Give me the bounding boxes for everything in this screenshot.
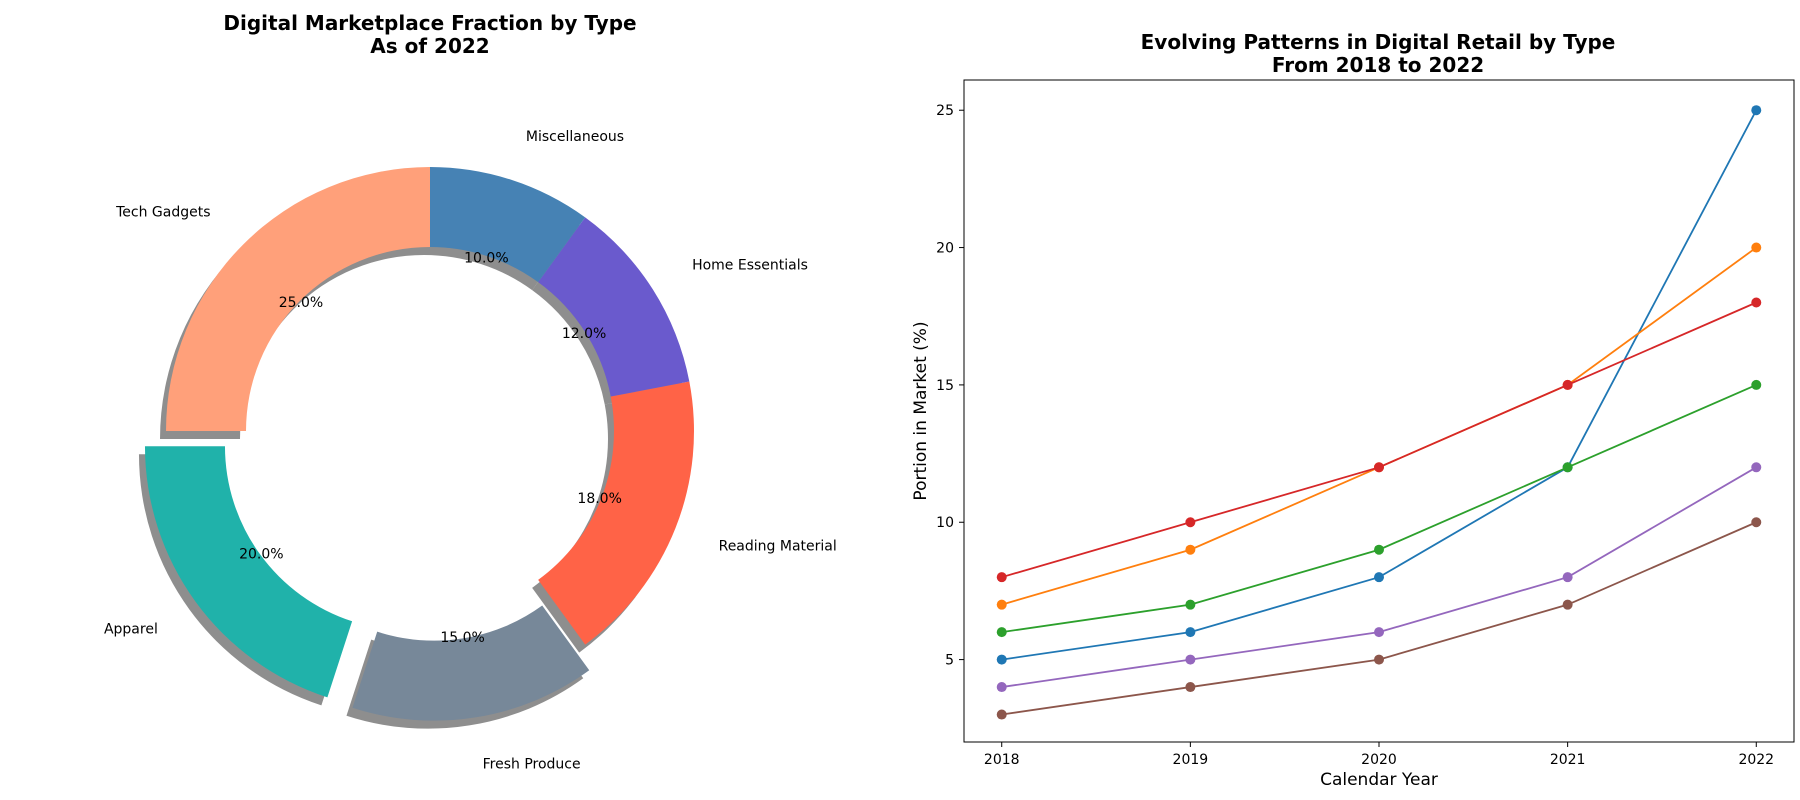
wedge-apparel — [144, 446, 353, 698]
y-axis-label: Portion in Market (%) — [911, 321, 931, 500]
x-axis-ticks: 2018 2019 2020 2021 2022 — [984, 742, 1774, 768]
data-point — [1185, 599, 1196, 610]
data-point — [1751, 462, 1762, 473]
line-title: Evolving Patterns in Digital Retail by T… — [1141, 30, 1616, 54]
data-point — [1562, 379, 1573, 390]
y-tick-label: 20 — [936, 241, 954, 257]
donut-title: Digital Marketplace Fraction by Type — [223, 11, 636, 35]
data-point — [1185, 682, 1196, 693]
y-axis-ticks: 5 10 15 20 25 — [936, 103, 964, 669]
data-point — [1751, 517, 1762, 528]
y-tick-label: 25 — [936, 103, 954, 119]
pie-percent-reading-material: 18.0% — [577, 491, 621, 507]
data-point — [1751, 105, 1762, 116]
line-chart: Evolving Patterns in Digital Retail by T… — [911, 30, 1795, 790]
series-5 — [996, 462, 1762, 693]
y-tick-label: 10 — [936, 515, 954, 531]
pie-percent-home-essentials: 12.0% — [562, 326, 606, 342]
pie-label-fresh-produce: Fresh Produce — [483, 756, 581, 772]
pie-percent-apparel: 20.0% — [239, 547, 283, 563]
wedge-tech-gadgets — [166, 167, 430, 431]
pie-label-tech-gadgets: Tech Gadgets — [115, 205, 210, 221]
pie-label-apparel: Apparel — [104, 622, 158, 638]
data-point — [996, 709, 1007, 720]
data-point — [996, 599, 1007, 610]
pie-percent-tech-gadgets: 25.0% — [279, 295, 323, 311]
pie-label-home-essentials: Home Essentials — [692, 258, 808, 274]
data-point — [1562, 572, 1573, 583]
pie-label-reading-material: Reading Material — [719, 538, 837, 554]
wedge-reading-material — [538, 381, 694, 645]
series-line — [1001, 384, 1757, 634]
y-tick-label: 5 — [945, 653, 954, 669]
data-point — [1374, 572, 1384, 583]
data-point — [1185, 544, 1196, 555]
line-series — [996, 105, 1762, 720]
donut-labels: Tech Gadgets 25.0% Apparel 20.0% Fresh Produ… — [104, 129, 837, 772]
y-tick-label: 15 — [936, 378, 954, 394]
x-tick-label: 2019 — [1173, 752, 1209, 768]
data-point — [1185, 654, 1196, 665]
data-point — [1185, 627, 1196, 638]
donut-subtitle: As of 2022 — [370, 34, 489, 58]
data-point — [1751, 379, 1762, 390]
series-3 — [996, 379, 1762, 638]
data-point — [996, 572, 1007, 583]
data-point — [1374, 462, 1384, 473]
data-point — [1562, 462, 1573, 473]
data-point — [996, 682, 1007, 693]
pie-label-miscellaneous: Miscellaneous — [526, 129, 624, 145]
data-point — [1374, 654, 1384, 665]
series-6 — [996, 517, 1762, 720]
wedge-home-essentials — [538, 217, 690, 397]
data-point — [1185, 517, 1196, 528]
x-tick-label: 2022 — [1738, 752, 1774, 768]
x-tick-label: 2020 — [1361, 752, 1397, 768]
data-point — [1374, 544, 1384, 555]
series-1 — [996, 105, 1762, 665]
x-tick-label: 2021 — [1550, 752, 1586, 768]
x-tick-label: 2018 — [984, 752, 1020, 768]
series-4 — [996, 297, 1762, 583]
data-point — [996, 627, 1007, 638]
line-subtitle: From 2018 to 2022 — [1272, 53, 1484, 77]
wedge-miscellaneous — [430, 167, 586, 283]
series-line — [1001, 301, 1757, 579]
data-point — [1562, 599, 1573, 610]
donut-chart: Digital Marketplace Fraction by Type As … — [104, 11, 837, 772]
plot-frame — [963, 79, 1795, 743]
pie-percent-miscellaneous: 10.0% — [464, 250, 508, 266]
donut-wedges — [144, 167, 694, 721]
data-point — [1374, 627, 1384, 638]
data-point — [996, 654, 1007, 665]
pie-percent-fresh-produce: 15.0% — [440, 630, 484, 646]
wedge-fresh-produce — [352, 605, 590, 721]
x-axis-label: Calendar Year — [1320, 770, 1438, 790]
data-point — [1751, 242, 1762, 253]
data-point — [1751, 297, 1762, 308]
